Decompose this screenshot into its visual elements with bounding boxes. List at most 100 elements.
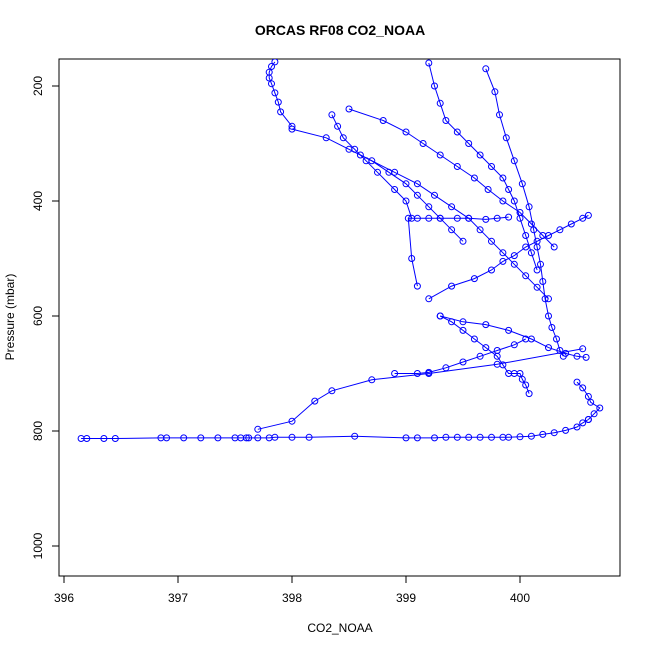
x-tick-label: 398 xyxy=(282,591,302,605)
series-line xyxy=(576,381,601,420)
data-point xyxy=(582,353,590,361)
data-point xyxy=(496,111,503,119)
data-point xyxy=(436,151,444,159)
series-line xyxy=(440,315,587,358)
data-point xyxy=(288,433,296,441)
data-point xyxy=(590,410,598,418)
series-line xyxy=(428,214,589,300)
data-point xyxy=(448,226,456,234)
data-point xyxy=(402,128,410,136)
data-point xyxy=(100,435,108,442)
data-point xyxy=(413,370,421,377)
data-point xyxy=(505,213,513,221)
data-point xyxy=(431,191,438,199)
data-point xyxy=(465,433,473,441)
data-point xyxy=(522,243,530,251)
y-tick-label: 800 xyxy=(31,421,45,441)
data-point xyxy=(470,335,478,343)
data-point xyxy=(493,214,501,222)
data-point xyxy=(459,318,467,326)
data-point xyxy=(499,249,507,257)
data-point xyxy=(488,163,495,170)
data-point xyxy=(584,211,592,219)
plot-area xyxy=(77,59,604,442)
data-point xyxy=(379,117,387,124)
y-axis-label: Pressure (mbar) xyxy=(3,274,17,361)
data-point xyxy=(465,140,473,147)
data-point xyxy=(425,368,433,376)
data-point xyxy=(584,416,592,423)
data-point xyxy=(436,312,444,320)
series-line xyxy=(81,419,589,439)
y-tick-label: 200 xyxy=(31,76,45,96)
x-axis-label: CO2_NOAA xyxy=(307,621,372,635)
data-point xyxy=(413,191,421,199)
data-point xyxy=(453,128,461,136)
data-point xyxy=(431,82,438,90)
series-line xyxy=(360,154,549,300)
series-line xyxy=(428,62,538,271)
data-point xyxy=(419,140,427,147)
data-point xyxy=(482,215,490,223)
data-point xyxy=(271,433,279,441)
data-point xyxy=(425,59,433,67)
data-point xyxy=(556,347,564,354)
data-point xyxy=(436,214,444,222)
data-point xyxy=(111,435,119,442)
data-point xyxy=(587,398,595,406)
data-point xyxy=(522,381,530,389)
data-point xyxy=(516,370,524,377)
data-point xyxy=(525,390,533,398)
data-point xyxy=(311,397,319,405)
data-point xyxy=(493,347,501,354)
data-point xyxy=(522,232,530,239)
data-point xyxy=(459,237,467,245)
data-point xyxy=(245,434,253,442)
data-point xyxy=(573,378,581,386)
data-point xyxy=(545,295,552,303)
data-point xyxy=(537,260,544,268)
data-point xyxy=(545,344,552,352)
data-point xyxy=(408,255,416,262)
data-point xyxy=(431,434,438,442)
data-point xyxy=(271,59,279,66)
data-point xyxy=(562,426,570,434)
x-tick-label: 399 xyxy=(396,591,416,605)
data-point xyxy=(556,226,564,234)
data-point xyxy=(402,197,410,205)
data-point xyxy=(351,432,359,440)
data-point xyxy=(448,282,456,290)
data-point xyxy=(265,68,273,76)
data-point xyxy=(505,186,513,193)
data-point xyxy=(442,433,450,441)
data-point xyxy=(522,335,530,343)
data-point xyxy=(271,89,279,97)
data-point xyxy=(288,417,296,425)
data-point xyxy=(180,434,188,442)
data-point xyxy=(339,134,347,142)
data-point xyxy=(502,134,510,142)
data-point xyxy=(402,434,410,442)
data-point xyxy=(268,80,275,88)
data-point xyxy=(522,272,530,280)
data-point xyxy=(305,433,313,441)
data-point xyxy=(482,65,490,73)
data-point xyxy=(482,321,490,329)
data-point xyxy=(413,434,421,442)
data-point xyxy=(277,108,285,116)
y-tick-label: 400 xyxy=(31,191,45,211)
data-point xyxy=(425,295,433,303)
data-point xyxy=(516,433,524,441)
data-point xyxy=(442,117,450,124)
data-point xyxy=(413,282,421,290)
data-point xyxy=(288,125,296,133)
data-point xyxy=(573,352,581,360)
series-line xyxy=(348,108,555,248)
x-tick-label: 400 xyxy=(510,591,530,605)
data-point xyxy=(413,214,421,222)
data-point xyxy=(550,243,558,251)
data-point xyxy=(448,203,456,211)
data-point xyxy=(499,361,507,369)
data-point xyxy=(83,435,91,442)
